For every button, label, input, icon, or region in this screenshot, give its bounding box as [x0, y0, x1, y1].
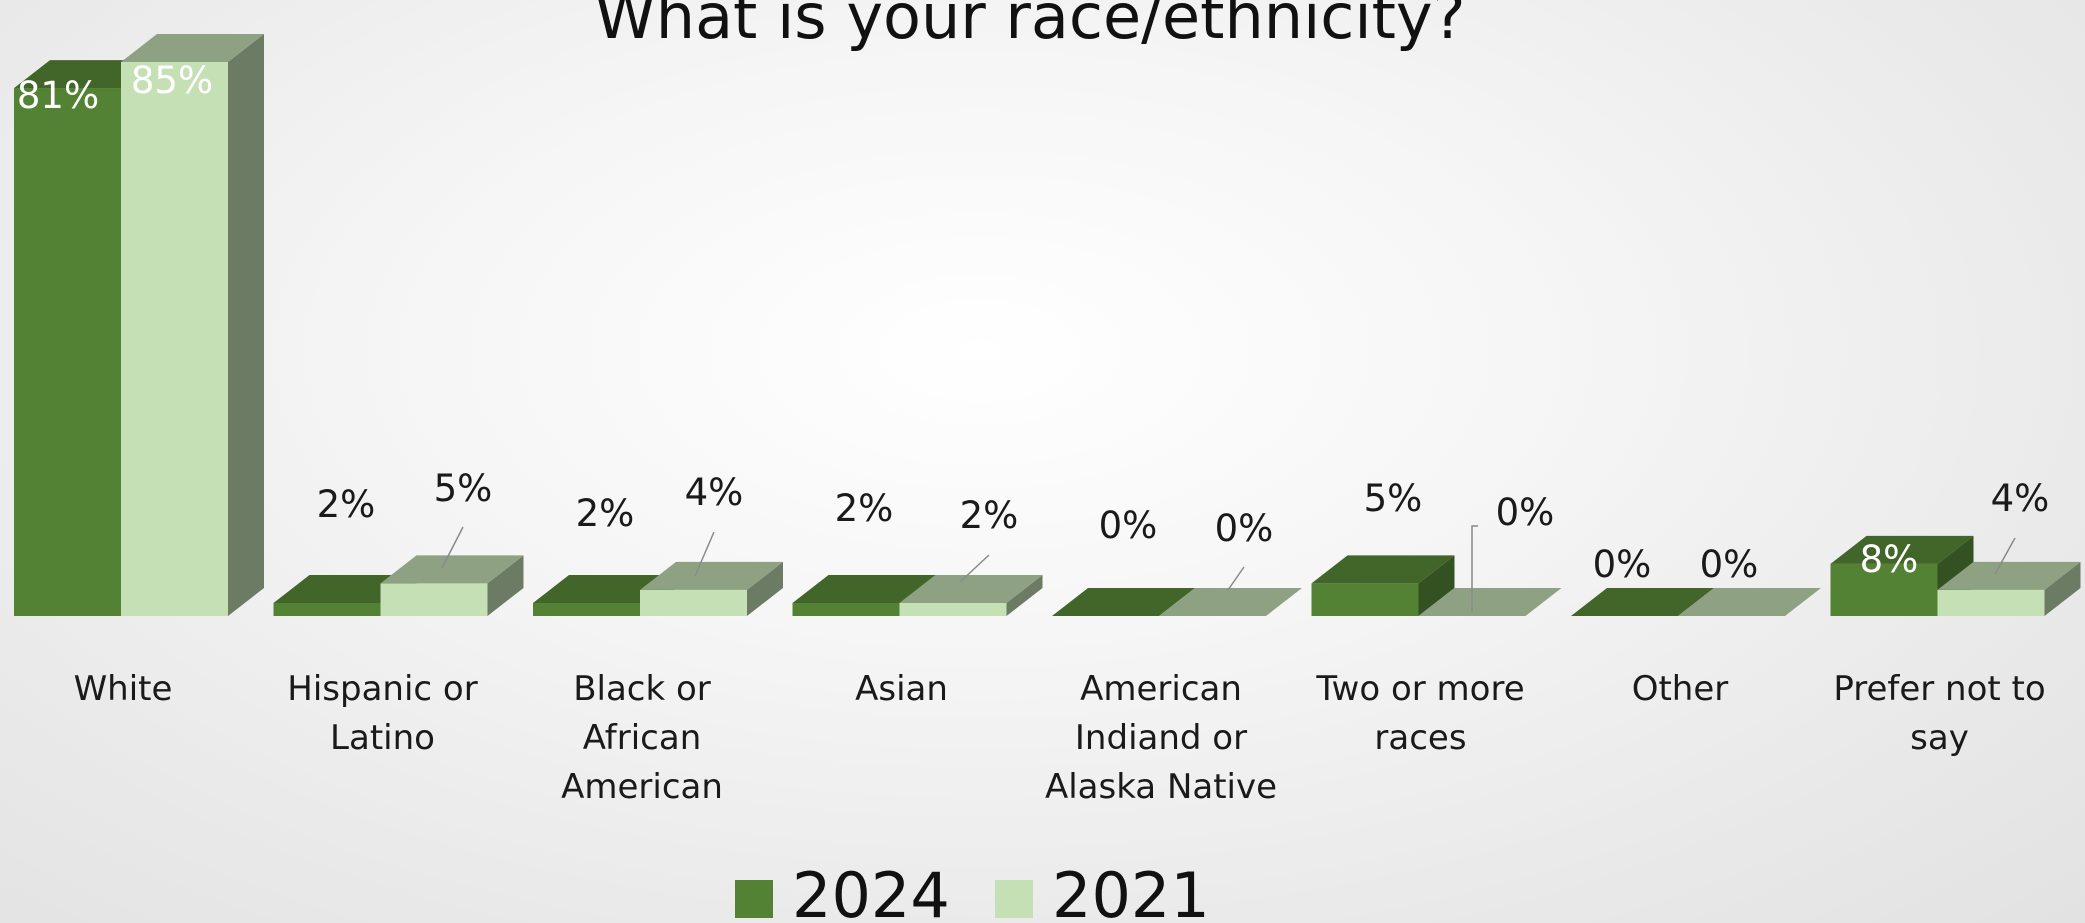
- bar-top-2021-7: [1937, 561, 2081, 590]
- category-label: races: [1374, 718, 1466, 758]
- leader-line: [694, 531, 715, 577]
- bar-2021-7: [1937, 589, 2045, 616]
- bar-top-2024-6: [1571, 588, 1714, 616]
- legend-label: 2024: [792, 859, 950, 923]
- bar-side-2024-5: [1418, 555, 1455, 616]
- data-label: 81%: [17, 74, 99, 117]
- data-label: 0%: [1099, 504, 1158, 547]
- leader-line: [441, 526, 464, 569]
- bar-top-2024-4: [1052, 588, 1195, 616]
- bar-top-2021-3: [899, 574, 1043, 603]
- leader-line: [959, 554, 990, 583]
- category-label: say: [1910, 718, 1969, 758]
- bar-2021-0: [121, 62, 228, 616]
- bar-top-2021-4: [1159, 588, 1302, 616]
- data-label: 0%: [1215, 507, 1274, 550]
- chart-title: What is your race/ethnicity?: [594, 0, 1465, 53]
- bar-2021-1: [380, 583, 488, 616]
- category-label: Black or: [573, 669, 711, 709]
- bar-top-2024-5: [1311, 555, 1455, 584]
- data-label: 4%: [1991, 477, 2050, 520]
- bar-top-2021-6: [1678, 588, 1821, 616]
- data-label: 2%: [960, 494, 1019, 537]
- data-label: 2%: [835, 487, 894, 530]
- bar-side-2021-1: [487, 555, 524, 616]
- bar-2024-1: [273, 602, 381, 616]
- category-label: Two or more: [1315, 669, 1524, 709]
- category-label: American: [1080, 669, 1242, 709]
- leader-line: [1994, 537, 2016, 575]
- category-label: Indiand or: [1075, 718, 1247, 758]
- data-label: 2%: [576, 492, 635, 535]
- bar-top-2021-1: [380, 555, 524, 584]
- legend-swatch-2024: [735, 880, 773, 918]
- bar-top-2024-3: [792, 574, 936, 603]
- data-label: 0%: [1593, 543, 1652, 586]
- bar-side-2021-3: [1006, 574, 1043, 616]
- bar-2024-7: [1830, 563, 1938, 616]
- bar-side-2021-2: [747, 561, 783, 616]
- data-label: 0%: [1496, 491, 1555, 534]
- bar-top-2021-2: [640, 561, 783, 590]
- data-label: 5%: [1364, 477, 1423, 520]
- category-label: Hispanic or: [287, 669, 477, 709]
- category-label: White: [74, 669, 173, 709]
- leader-line: [1227, 566, 1245, 591]
- data-label: 5%: [434, 467, 493, 510]
- data-label: 8%: [1860, 538, 1919, 581]
- category-label: Latino: [330, 718, 435, 758]
- bar-top-2021-5: [1418, 588, 1562, 616]
- bar-side-2021-0: [228, 34, 264, 616]
- category-label: Asian: [855, 669, 948, 709]
- legend-label: 2021: [1052, 859, 1210, 923]
- data-label: 2%: [317, 483, 376, 526]
- category-label: African: [583, 718, 702, 758]
- leader-line: [1471, 525, 1478, 612]
- data-label: 85%: [131, 59, 213, 102]
- bar-2021-3: [899, 602, 1007, 616]
- bar-2024-5: [1311, 583, 1419, 616]
- category-label: American: [561, 767, 723, 807]
- category-label: Other: [1632, 669, 1729, 709]
- category-label: Prefer not to: [1833, 669, 2045, 709]
- category-label: Alaska Native: [1045, 767, 1277, 807]
- bar-2024-2: [533, 602, 640, 616]
- bar-top-2021-0: [121, 34, 264, 62]
- data-label: 4%: [685, 471, 744, 514]
- data-label: 0%: [1700, 543, 1759, 586]
- bar-2021-2: [640, 589, 747, 616]
- bar-side-2021-7: [2044, 561, 2081, 616]
- bar-2024-0: [14, 88, 121, 617]
- bar-top-2024-7: [1830, 535, 1974, 564]
- legend-swatch-2021: [995, 880, 1033, 918]
- bar-2024-3: [792, 602, 900, 616]
